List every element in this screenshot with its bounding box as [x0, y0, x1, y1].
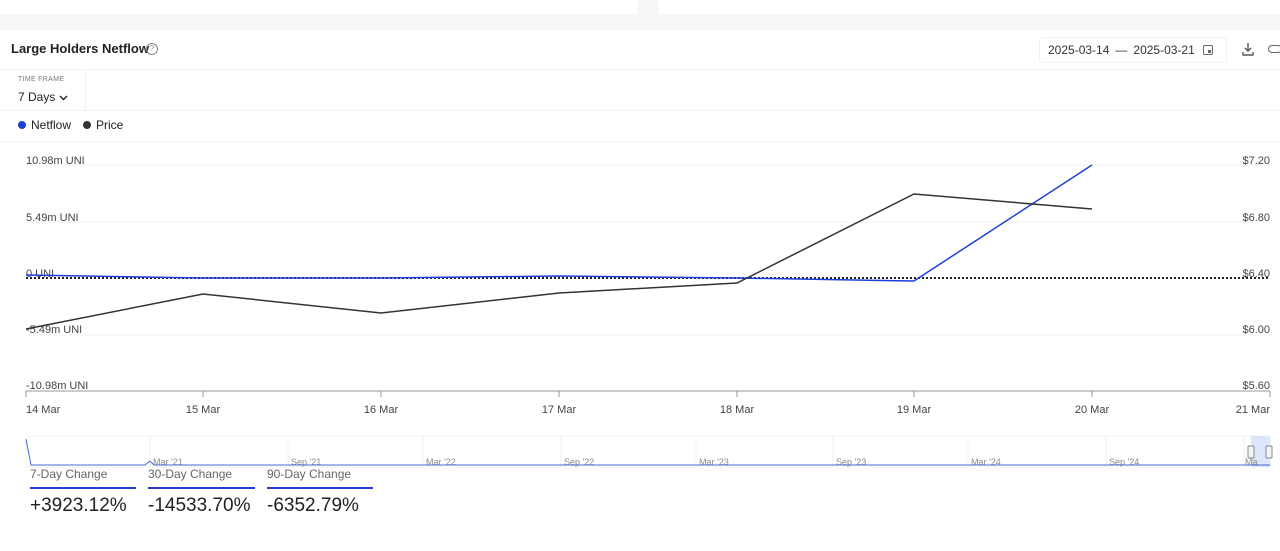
y-right-tick: $7.20 — [1242, 155, 1270, 167]
navigator-handle-left[interactable] — [1247, 445, 1255, 459]
x-tick-label: 19 Mar — [897, 404, 932, 416]
svg-text:Sep '23: Sep '23 — [836, 457, 866, 467]
timeframe-selector[interactable]: TIME FRAME 7 Days — [0, 70, 86, 110]
left-axis: 10.98m UNI 5.49m UNI 0 UNI -5.49m UNI -1… — [26, 155, 88, 392]
panel-header: Large Holders Netflow ? 2025-03-14 — 202… — [0, 30, 1280, 70]
navigator-gridlines — [149, 436, 1245, 467]
svg-text:Sep '21: Sep '21 — [291, 457, 321, 467]
download-icon[interactable] — [1242, 42, 1254, 56]
y-left-tick: 10.98m UNI — [26, 155, 85, 167]
divider — [0, 110, 1280, 111]
question-circle-icon[interactable]: ? — [146, 43, 158, 55]
navigator-labels: Mar '21 Sep '21 Mar '22 Sep '22 Mar '23 … — [153, 457, 1258, 467]
legend-label: Price — [96, 118, 124, 132]
navigator-handle-right[interactable] — [1265, 445, 1273, 459]
chart-legend: Netflow Price — [18, 118, 123, 132]
link-icon[interactable] — [1268, 45, 1280, 53]
change-stats: 7-Day Change +3923.12% 30-Day Change -14… — [30, 467, 373, 517]
timeframe-label: TIME FRAME — [18, 76, 65, 83]
panel-title: Large Holders Netflow — [11, 41, 149, 56]
x-tick-label: 14 Mar — [26, 404, 61, 416]
x-ticks — [25, 391, 1271, 397]
svg-text:Sep '24: Sep '24 — [1109, 457, 1139, 467]
date-range-picker[interactable]: 2025-03-14 — 2025-03-21 — [1039, 37, 1227, 63]
x-tick-label: 18 Mar — [720, 404, 755, 416]
legend-item-price[interactable]: Price — [83, 118, 123, 132]
x-tick-label: 15 Mar — [186, 404, 221, 416]
date-separator: — — [1115, 43, 1128, 57]
legend-item-netflow[interactable]: Netflow — [18, 118, 71, 132]
change-90d: 90-Day Change -6352.79% — [267, 467, 373, 517]
navigator-series — [25, 438, 1270, 466]
top-card-left — [0, 0, 638, 14]
legend-label: Netflow — [31, 118, 72, 132]
calendar-icon[interactable] — [1202, 45, 1213, 55]
date-end: 2025-03-21 — [1133, 43, 1195, 57]
change-label: 30-Day Change — [148, 467, 255, 489]
y-left-tick: -10.98m UNI — [26, 380, 88, 392]
x-tick-label: 20 Mar — [1075, 404, 1110, 416]
x-tick-label: 21 Mar — [1236, 404, 1271, 416]
timeframe-value[interactable]: 7 Days — [18, 90, 68, 104]
svg-text:Mar '22: Mar '22 — [426, 457, 456, 467]
change-label: 90-Day Change — [267, 467, 373, 489]
x-tick-label: 16 Mar — [364, 404, 399, 416]
svg-text:Sep '22: Sep '22 — [564, 457, 594, 467]
svg-text:Mar '24: Mar '24 — [971, 457, 1001, 467]
change-value: +3923.12% — [30, 495, 127, 516]
navigator-selection[interactable] — [1251, 436, 1270, 467]
change-30d: 30-Day Change -14533.70% — [148, 467, 255, 517]
svg-text:Mar '23: Mar '23 — [699, 457, 729, 467]
timeframe-value-text: 7 Days — [18, 90, 56, 104]
change-label: 7-Day Change — [30, 467, 136, 489]
y-right-tick: $5.60 — [1242, 380, 1270, 392]
navigator[interactable]: Mar '21 Sep '21 Mar '22 Sep '22 Mar '23 … — [25, 435, 1273, 468]
price-line[interactable] — [25, 193, 1093, 330]
svg-text:Ma: Ma — [1245, 457, 1258, 467]
y-right-tick: $6.00 — [1242, 324, 1270, 336]
netflow-dot-icon — [18, 121, 26, 129]
x-tick-label: 17 Mar — [542, 404, 577, 416]
divider — [0, 141, 1280, 142]
x-axis-labels: 14 Mar 15 Mar 16 Mar 17 Mar 18 Mar 19 Ma… — [26, 404, 1270, 416]
change-value: -6352.79% — [267, 495, 359, 516]
svg-text:Mar '21: Mar '21 — [153, 457, 183, 467]
change-7d: 7-Day Change +3923.12% — [30, 467, 136, 517]
right-axis: $7.20 $6.80 $6.40 $6.00 $5.60 — [1242, 155, 1270, 392]
y-right-tick: $6.80 — [1242, 212, 1270, 224]
top-card-right — [658, 0, 1280, 14]
price-dot-icon — [83, 121, 92, 129]
y-left-tick: 5.49m UNI — [26, 212, 79, 224]
chevron-down-icon — [59, 95, 68, 101]
gridlines — [26, 164, 1270, 336]
y-left-tick: -5.49m UNI — [26, 324, 82, 336]
netflow-line[interactable] — [25, 164, 1093, 282]
change-value: -14533.70% — [148, 495, 251, 516]
date-start: 2025-03-14 — [1048, 43, 1110, 57]
